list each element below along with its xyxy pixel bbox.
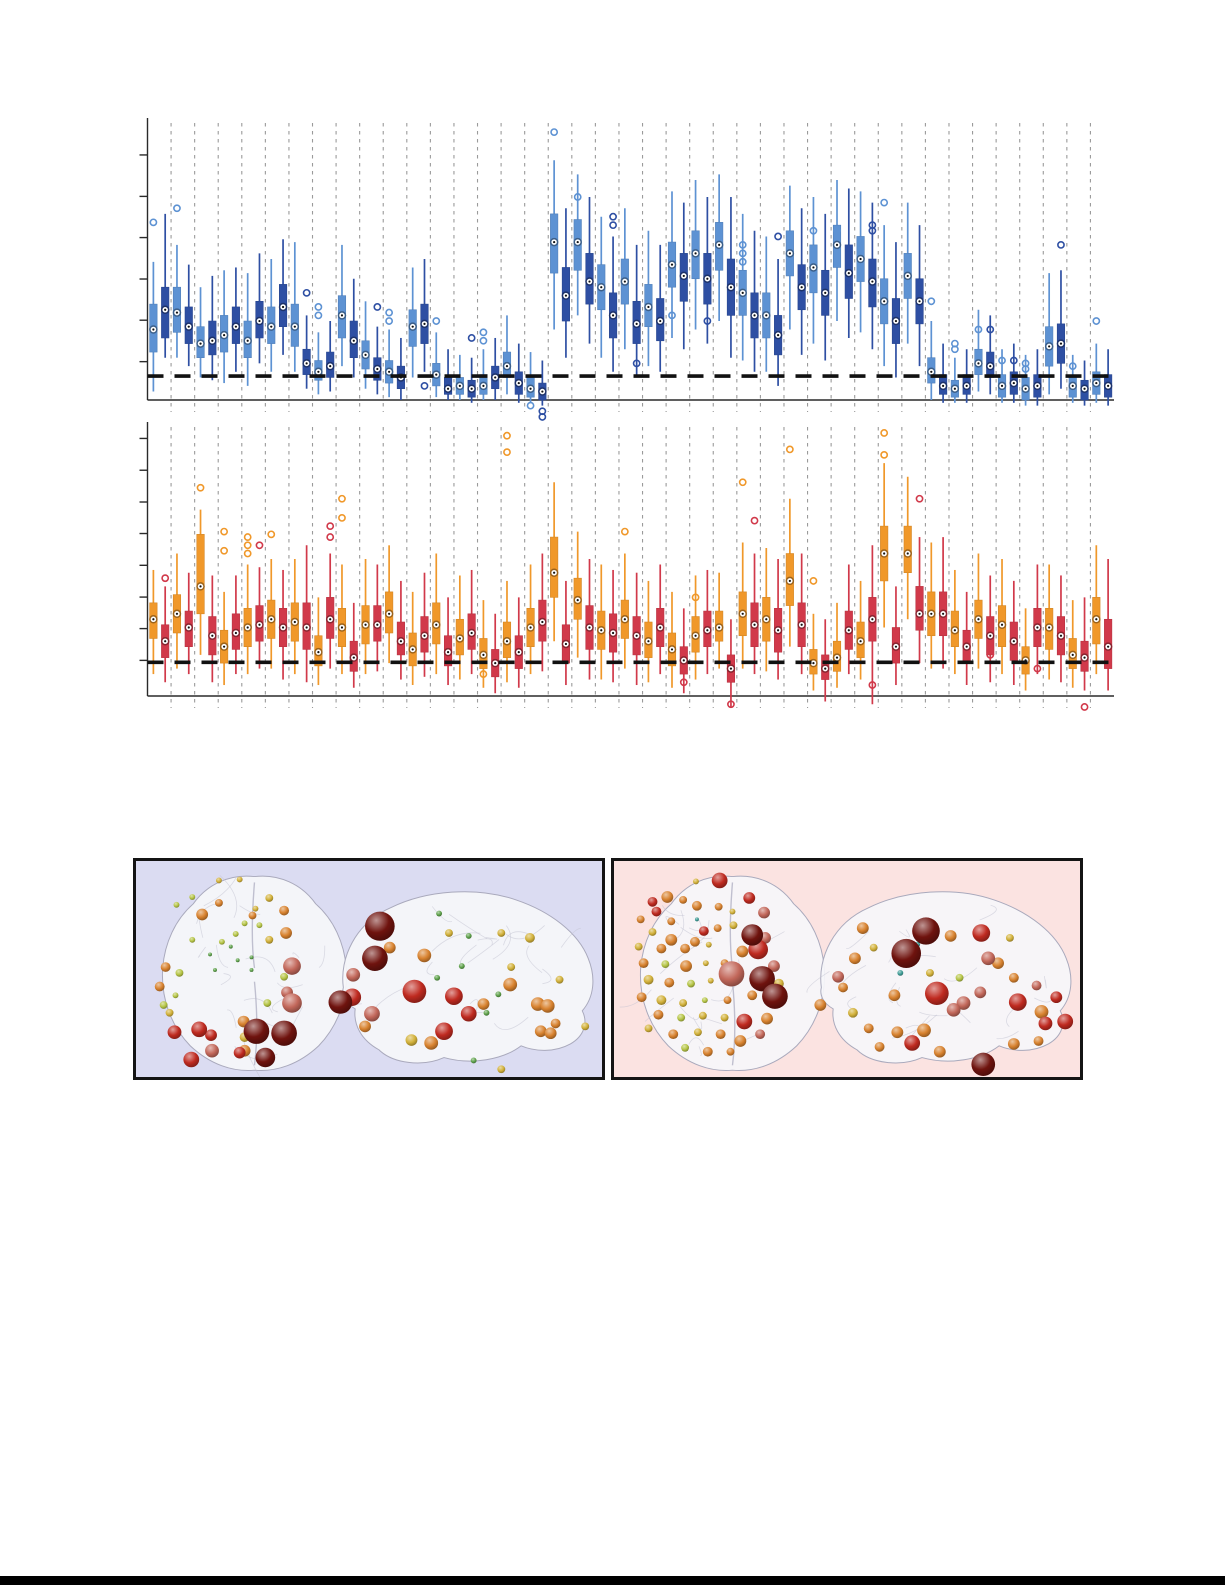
brain-render-right <box>619 872 1074 1077</box>
brain-panel-right <box>611 858 1083 1080</box>
brain-render-left <box>154 875 594 1077</box>
brain-panel-left <box>133 858 605 1080</box>
page-bottom-rule <box>0 1576 1225 1585</box>
boxplot-figure <box>139 118 1114 711</box>
